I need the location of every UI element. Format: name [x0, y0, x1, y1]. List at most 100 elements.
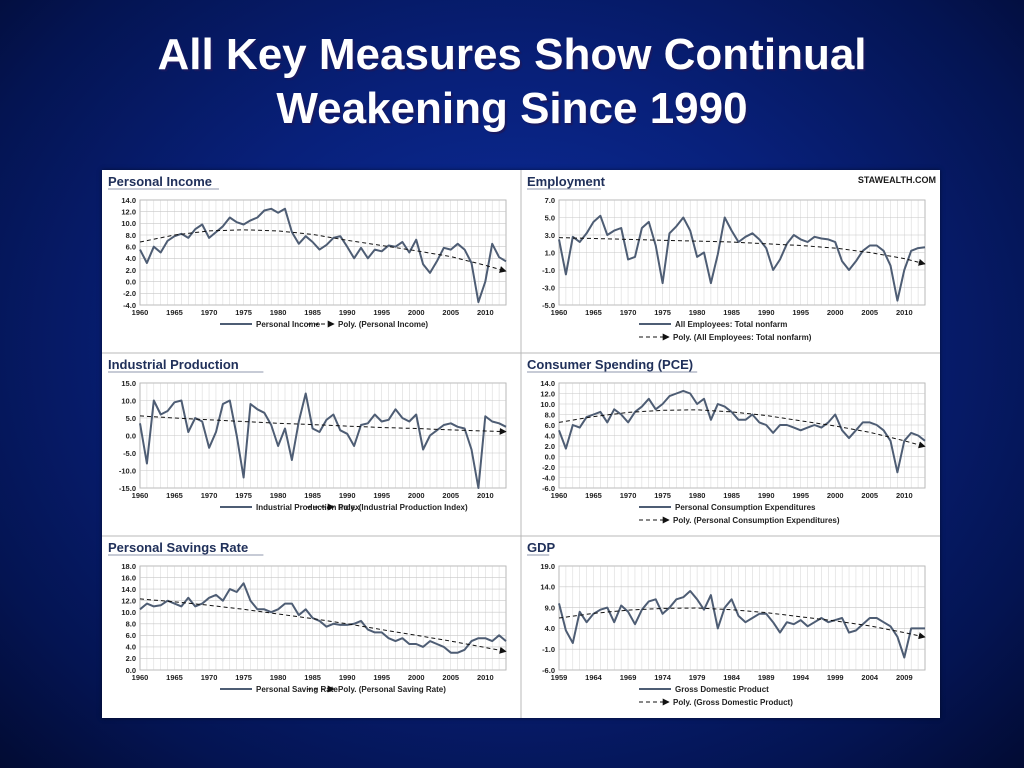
employment-y-tick-label: 5.0 [545, 213, 555, 222]
gdp-x-tick-label: 2004 [861, 673, 879, 682]
personal-savings-rate-y-tick-label: 6.0 [126, 631, 136, 640]
consumer-spending-pce-y-tick-label: -4.0 [542, 473, 555, 482]
personal-savings-rate-x-tick-label: 2010 [477, 673, 494, 682]
source-label: STAWEALTH.COM [858, 175, 936, 185]
personal-income-x-tick-label: 2000 [408, 308, 425, 317]
employment-y-tick-label: 3.0 [545, 231, 555, 240]
consumer-spending-pce-x-tick-label: 1985 [723, 491, 740, 500]
personal-income-y-tick-label: 4.0 [126, 254, 136, 263]
personal-income-x-tick-label: 1960 [132, 308, 149, 317]
gdp-trend-line [558, 607, 926, 640]
consumer-spending-pce-y-tick-label: 10.0 [540, 400, 555, 409]
consumer-spending-pce-x-tick-label: 1975 [654, 491, 671, 500]
gdp-series-line [558, 590, 925, 659]
personal-income-y-tick-label: 2.0 [126, 266, 136, 275]
employment-legend-series-label: All Employees: Total nonfarm [675, 320, 787, 329]
personal-savings-rate-y-tick-label: 12.0 [121, 596, 136, 605]
employment-x-tick-label: 1960 [551, 308, 568, 317]
personal-savings-rate-x-tick-label: 1995 [373, 673, 390, 682]
industrial-production-x-tick-label: 2010 [477, 491, 494, 500]
gdp-x-tick-label: 1999 [827, 673, 844, 682]
personal-savings-rate-legend-trend-label: Poly. (Personal Saving Rate) [338, 685, 446, 694]
personal-income-x-tick-label: 1995 [373, 308, 390, 317]
consumer-spending-pce-x-tick-label: 2000 [827, 491, 844, 500]
personal-income-y-tick-label: 6.0 [126, 242, 136, 251]
consumer-spending-pce-x-tick-label: 1965 [585, 491, 602, 500]
industrial-production-y-tick-label: -5.0 [123, 449, 136, 458]
personal-savings-rate-series-line [139, 582, 507, 654]
consumer-spending-pce-y-tick-label: -2.0 [542, 463, 555, 472]
personal-savings-rate-y-tick-label: 14.0 [121, 585, 136, 594]
consumer-spending-pce-x-tick-label: 1990 [758, 491, 775, 500]
personal-income-x-tick-label: 2005 [442, 308, 459, 317]
gdp-legend-series-label: Gross Domestic Product [675, 685, 769, 694]
personal-savings-rate-y-tick-label: 10.0 [121, 608, 136, 617]
consumer-spending-pce-legend-series-label: Personal Consumption Expenditures [675, 503, 816, 512]
employment-y-tick-label: 1.0 [545, 248, 555, 257]
gdp-x-tick-label: 1979 [689, 673, 706, 682]
gdp-y-tick-label: 9.0 [545, 603, 555, 612]
gdp-y-tick-label: -6.0 [542, 666, 555, 675]
consumer-spending-pce-trend-line [558, 409, 926, 449]
industrial-production-x-tick-label: 2000 [408, 491, 425, 500]
personal-income-y-tick-label: -2.0 [123, 289, 136, 298]
gdp-y-tick-label: 14.0 [540, 583, 555, 592]
employment-x-tick-label: 1965 [585, 308, 602, 317]
chart-gdp: GDP -6.0 -1.0 4.0 9.0 14.0 19.0 1959 1964 1969 197… [527, 540, 926, 707]
consumer-spending-pce-y-tick-label: 12.0 [540, 389, 555, 398]
employment-x-tick-label: 1990 [758, 308, 775, 317]
employment-y-tick-label: -5.0 [542, 301, 555, 310]
personal-income-x-tick-label: 1985 [304, 308, 321, 317]
industrial-production-y-tick-label: -10.0 [119, 466, 136, 475]
employment-y-tick-label: 7.0 [545, 196, 555, 205]
personal-savings-rate-x-tick-label: 1975 [235, 673, 252, 682]
industrial-production-y-tick-label: 15.0 [121, 379, 136, 388]
personal-savings-rate-y-tick-label: 0.0 [126, 666, 136, 675]
gdp-y-tick-label: -1.0 [542, 645, 555, 654]
industrial-production-legend-trend-label: Poly. (Industrial Production Index) [338, 503, 468, 512]
employment-trend-line [558, 237, 926, 266]
chart-personal-income: Personal Income -4.0 -2.0 0.0 2.0 4.0 6.0 8.0 10… [108, 174, 507, 329]
industrial-production-x-tick-label: 1960 [132, 491, 149, 500]
industrial-production-trend-line [139, 415, 507, 435]
consumer-spending-pce-legend-trend-label: Poly. (Personal Consumption Expenditures… [673, 516, 840, 525]
employment-x-tick-label: 2000 [827, 308, 844, 317]
gdp-title: GDP [527, 540, 556, 555]
personal-income-series-line [139, 207, 507, 304]
gdp-x-tick-label: 1969 [620, 673, 637, 682]
consumer-spending-pce-series-line [558, 389, 926, 474]
personal-savings-rate-y-tick-label: 16.0 [121, 573, 136, 582]
chart-industrial-production: Industrial Production -15.0 -10.0 -5.0 0.0 5.… [108, 357, 507, 512]
consumer-spending-pce-y-tick-label: 14.0 [540, 379, 555, 388]
industrial-production-x-tick-label: 1965 [166, 491, 183, 500]
consumer-spending-pce-x-tick-label: 2005 [861, 491, 878, 500]
chart-consumer-spending-pce: Consumer Spending (PCE) -6.0 -4.0-2.0 0.02.… [527, 357, 926, 525]
personal-income-y-tick-label: 0.0 [126, 277, 136, 286]
personal-income-y-tick-label: 10.0 [121, 219, 136, 228]
industrial-production-y-tick-label: 10.0 [121, 396, 136, 405]
personal-savings-rate-y-tick-label: 8.0 [126, 620, 136, 629]
slide-title-line-2: Weakening Since 1990 [276, 84, 748, 133]
personal-savings-rate-x-tick-label: 1960 [132, 673, 149, 682]
industrial-production-x-tick-label: 1985 [304, 491, 321, 500]
industrial-production-y-tick-label: 0.0 [126, 431, 136, 440]
personal-income-y-tick-label: 8.0 [126, 231, 136, 240]
personal-savings-rate-x-tick-label: 1985 [304, 673, 321, 682]
consumer-spending-pce-y-tick-label: 8.0 [545, 410, 555, 419]
slide-title-line-1: All Key Measures Show Continual [157, 30, 867, 79]
consumer-spending-pce-x-tick-label: 1995 [792, 491, 809, 500]
industrial-production-x-tick-label: 1970 [201, 491, 218, 500]
industrial-production-x-tick-label: 1975 [235, 491, 252, 500]
personal-income-y-tick-label: 12.0 [121, 207, 136, 216]
consumer-spending-pce-y-tick-label: -6.0 [542, 484, 555, 493]
gdp-x-tick-label: 1964 [585, 673, 603, 682]
gdp-x-tick-label: 1984 [723, 673, 741, 682]
personal-savings-rate-x-tick-label: 2005 [442, 673, 459, 682]
personal-income-title: Personal Income [108, 174, 212, 189]
gdp-x-tick-label: 1974 [654, 673, 672, 682]
personal-savings-rate-y-tick-label: 18.0 [121, 562, 136, 571]
personal-income-legend-series-label: Personal Income [256, 320, 321, 329]
industrial-production-x-tick-label: 2005 [442, 491, 459, 500]
employment-y-tick-label: -3.0 [542, 283, 555, 292]
personal-savings-rate-y-tick-label: 2.0 [126, 654, 136, 663]
